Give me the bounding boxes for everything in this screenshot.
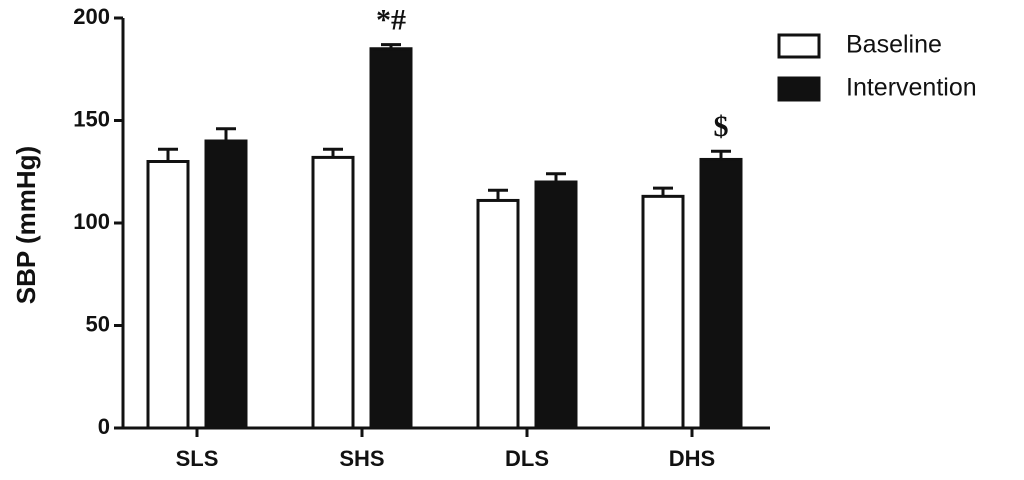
- x-tick-label: DHS: [669, 446, 715, 471]
- y-tick-label: 0: [98, 414, 110, 439]
- bar: [641, 194, 685, 430]
- x-tick-label: SHS: [339, 446, 384, 471]
- bar: [204, 139, 248, 430]
- y-tick-label: 150: [73, 106, 110, 131]
- bar: [534, 180, 578, 430]
- y-axis-label: SBP (mmHg): [11, 146, 41, 304]
- legend-label: Intervention: [846, 74, 977, 102]
- bar: [311, 155, 355, 430]
- y-tick-label: 200: [73, 4, 110, 29]
- y-tick-label: 50: [86, 311, 110, 336]
- y-tick-label: 100: [73, 209, 110, 234]
- legend-label: Baseline: [846, 31, 942, 59]
- bar: [369, 47, 413, 430]
- annotation: *#: [376, 4, 406, 37]
- annotation: $: [714, 110, 729, 143]
- bar: [476, 198, 520, 430]
- bar: [699, 157, 743, 430]
- x-tick-label: DLS: [505, 446, 549, 471]
- legend-swatch: [777, 33, 821, 59]
- legend-swatch: [777, 76, 821, 102]
- x-tick-label: SLS: [176, 446, 219, 471]
- bar: [146, 160, 190, 430]
